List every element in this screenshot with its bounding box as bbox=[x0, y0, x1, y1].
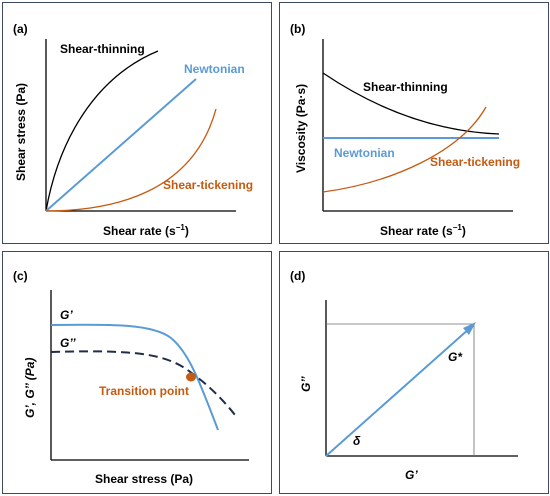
delta-angle-label: δ bbox=[353, 434, 361, 448]
panel-d-ylabel: G’’ bbox=[299, 376, 313, 392]
panel-a-plot: (a) Shear-thinning Newtonian Shear-ticke… bbox=[13, 22, 253, 238]
panel-c-xlabel: Shear stress (Pa) bbox=[95, 472, 193, 486]
panel-a-tag: (a) bbox=[13, 22, 28, 36]
newtonian-line bbox=[45, 78, 197, 212]
shear-thinning-label: Shear-thinning bbox=[60, 42, 145, 56]
g-prime-label: G’ bbox=[60, 308, 73, 322]
g-star-vector bbox=[325, 327, 471, 457]
panel-a-ylabel: Shear stress (Pa) bbox=[14, 83, 28, 181]
g-double-prime-label: G’’ bbox=[60, 336, 76, 350]
panel-d-xlabel: G’ bbox=[405, 468, 418, 482]
g-star-arrowhead bbox=[463, 322, 476, 335]
panel-c: (c) G’ G’’ Transition point Shear stress… bbox=[2, 251, 272, 494]
panel-b-plot: (b) Shear-thinning Newtonian Shear-ticke… bbox=[290, 22, 520, 238]
panel-b-xlabel: Shear rate (s−1) bbox=[380, 223, 466, 238]
shear-thinning-viscosity-curve bbox=[322, 72, 500, 135]
panel-d-plot: (d) G* δ G’ G’’ bbox=[290, 269, 518, 482]
newtonian-label: Newtonian bbox=[184, 62, 245, 76]
panel-c-plot: (c) G’ G’’ Transition point Shear stress… bbox=[13, 269, 249, 486]
shear-thickening-viscosity-curve bbox=[322, 106, 487, 193]
shear-thickening-viscosity-label: Shear-tickening bbox=[430, 155, 520, 169]
panel-a-xlabel: Shear rate (s−1) bbox=[103, 223, 189, 238]
panel-a: (a) Shear-thinning Newtonian Shear-ticke… bbox=[2, 2, 272, 244]
panel-d-tag: (d) bbox=[290, 269, 305, 283]
g-double-prime-curve bbox=[50, 350, 236, 416]
shear-thinning-curve bbox=[45, 50, 159, 212]
panel-b-tag: (b) bbox=[290, 22, 305, 36]
panel-c-tag: (c) bbox=[13, 269, 28, 283]
shear-thickening-curve bbox=[45, 108, 217, 212]
transition-point-label: Transition point bbox=[99, 384, 189, 398]
panel-c-ylabel: G’, G’’ (Pa) bbox=[23, 358, 37, 418]
shear-thinning-viscosity-label: Shear-thinning bbox=[363, 80, 448, 94]
g-star-label: G* bbox=[448, 350, 463, 364]
newtonian-viscosity-label: Newtonian bbox=[334, 146, 395, 160]
panel-d: (d) G* δ G’ G’’ bbox=[279, 251, 549, 494]
shear-thickening-label: Shear-tickening bbox=[163, 178, 253, 192]
panel-b: (b) Shear-thinning Newtonian Shear-ticke… bbox=[279, 2, 549, 244]
transition-point-marker bbox=[186, 372, 196, 382]
panel-b-ylabel: Viscosity (Pa·s) bbox=[294, 84, 308, 173]
g-prime-curve bbox=[50, 323, 219, 431]
